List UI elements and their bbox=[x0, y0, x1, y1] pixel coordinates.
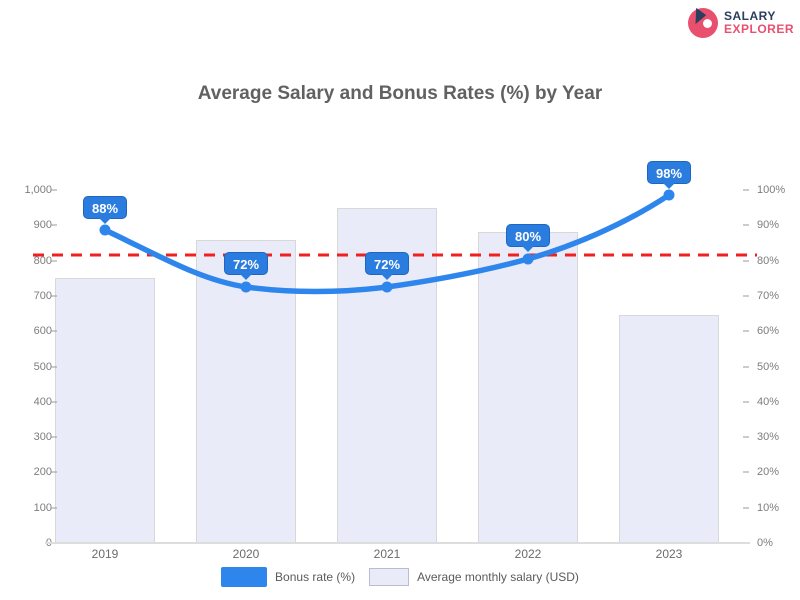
right-axis-tick: 80% bbox=[757, 255, 780, 267]
logo-text-line2: EXPLORER bbox=[723, 22, 794, 36]
right-axis-tick: 40% bbox=[757, 396, 780, 408]
legend: Bonus rate (%) Average monthly salary (U… bbox=[0, 567, 800, 587]
x-axis-label: 2019 bbox=[91, 547, 119, 561]
logo-pie-circle-icon bbox=[687, 5, 718, 38]
left-axis-tick: 500 bbox=[33, 361, 52, 373]
legend-swatch-bar-series bbox=[369, 568, 410, 586]
data-point-marker[interactable] bbox=[663, 189, 675, 201]
callout-pointer bbox=[381, 274, 393, 280]
logo-text: SALARY EXPLORER bbox=[724, 10, 794, 35]
left-axis-tick: 800 bbox=[33, 255, 52, 267]
right-axis-tick: 60% bbox=[757, 325, 780, 337]
bar-2019[interactable] bbox=[55, 278, 155, 543]
legend-item-bar-series[interactable]: Average monthly salary (USD) bbox=[369, 568, 579, 586]
left-axis-tick: 900 bbox=[33, 219, 52, 231]
logo[interactable]: SALARY EXPLORER bbox=[687, 5, 794, 38]
legend-label: Bonus rate (%) bbox=[275, 570, 356, 584]
data-label-text: 72% bbox=[373, 257, 401, 272]
left-axis-tick: 100 bbox=[33, 502, 52, 514]
logo-text-line1: SALARY bbox=[723, 9, 776, 24]
bar-2022[interactable] bbox=[478, 232, 578, 543]
left-axis-tick: 300 bbox=[33, 431, 52, 443]
left-axis-tick: 600 bbox=[33, 325, 52, 337]
right-axis-tick: 90% bbox=[757, 219, 780, 231]
x-axis-label: 2021 bbox=[373, 547, 401, 561]
data-label-text: 80% bbox=[514, 229, 542, 244]
right-axis-tick: 30% bbox=[757, 431, 780, 443]
bar-2023[interactable] bbox=[619, 315, 719, 543]
callout-pointer bbox=[99, 218, 111, 224]
right-axis-tick: 0% bbox=[757, 537, 773, 549]
data-label-text: 88% bbox=[91, 201, 119, 216]
left-axis-tick: 400 bbox=[33, 396, 52, 408]
data-label-text: 98% bbox=[655, 166, 683, 181]
data-label-callout: 72% bbox=[365, 252, 409, 280]
x-axis-label: 2020 bbox=[232, 547, 260, 561]
legend-swatch-line-series bbox=[221, 567, 268, 587]
callout-pointer bbox=[240, 274, 252, 280]
data-label-text: 72% bbox=[232, 257, 260, 272]
callout-pointer bbox=[663, 183, 675, 189]
legend-label: Average monthly salary (USD) bbox=[417, 570, 579, 584]
data-label-callout: 88% bbox=[83, 196, 127, 224]
legend-item-line-series[interactable]: Bonus rate (%) bbox=[221, 567, 355, 587]
right-axis-tick: 70% bbox=[757, 290, 780, 302]
logo-dot-shape bbox=[702, 19, 712, 28]
left-axis-tick: 700 bbox=[33, 290, 52, 302]
data-label-callout: 72% bbox=[224, 252, 268, 280]
left-axis-tick: 1,000 bbox=[24, 184, 52, 196]
x-axis-label: 2022 bbox=[514, 547, 542, 561]
left-axis-tick: 200 bbox=[33, 466, 52, 478]
data-label-callout: 80% bbox=[506, 224, 550, 252]
bar-2020[interactable] bbox=[196, 240, 296, 543]
callout-pointer bbox=[522, 246, 534, 252]
right-axis-tick: 10% bbox=[757, 502, 780, 514]
x-axis-label: 2023 bbox=[655, 547, 683, 561]
right-axis-tick: 100% bbox=[757, 184, 786, 196]
data-label-callout: 98% bbox=[647, 161, 691, 189]
left-axis-tick: 0 bbox=[45, 537, 52, 549]
right-axis-tick: 50% bbox=[757, 361, 780, 373]
chart-title: Average Salary and Bonus Rates (%) by Ye… bbox=[197, 83, 603, 104]
data-point-marker[interactable] bbox=[99, 224, 111, 236]
right-axis-tick: 20% bbox=[757, 466, 780, 478]
